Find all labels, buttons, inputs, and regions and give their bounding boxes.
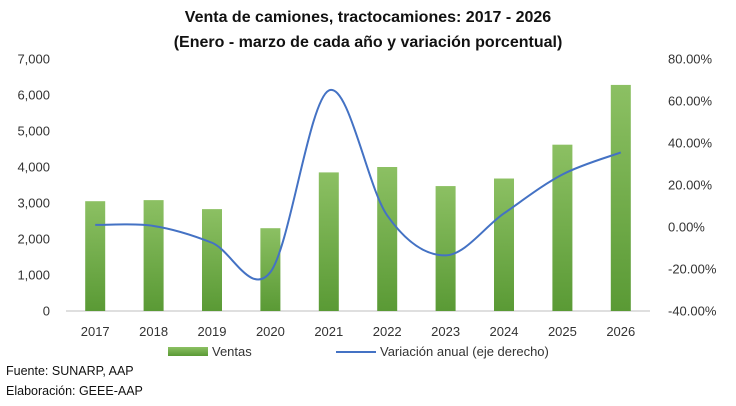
y-left-tick-label: 5,000	[17, 124, 50, 139]
x-tick-label: 2018	[139, 324, 168, 339]
bar-series	[85, 84, 631, 311]
y-right-tick-label: -20.00%	[668, 262, 717, 277]
x-tick-label: 2019	[198, 324, 227, 339]
legend-swatch-ventas	[168, 347, 208, 356]
x-tick-label: 2020	[256, 324, 285, 339]
x-tick-label: 2026	[606, 324, 635, 339]
bar-ventas-2022	[377, 167, 398, 311]
legend: Ventas Variación anual (eje derecho)	[168, 344, 549, 359]
axes: 0 1,000 2,000 3,000 4,000 5,000 6,000 7,000 -40.…	[17, 52, 716, 340]
chart-title: Venta de camiones, tractocamiones: 2017 …	[185, 9, 552, 26]
chart-subtitle: (Enero - marzo de cada año y variación p…	[174, 34, 563, 51]
y-left-tick-label: 7,000	[17, 52, 50, 67]
bar-ventas-2017	[85, 201, 106, 311]
legend-label-variacion: Variación anual (eje derecho)	[380, 344, 549, 359]
bar-ventas-2018	[143, 200, 164, 311]
y-left-tick-label: 6,000	[17, 88, 50, 103]
y-right-tick-label: 60.00%	[668, 94, 713, 109]
bar-ventas-2020	[260, 228, 281, 311]
y-right-tick-label: -40.00%	[668, 304, 717, 319]
bar-ventas-2025	[552, 144, 573, 311]
x-tick-label: 2022	[373, 324, 402, 339]
bar-ventas-2019	[202, 209, 222, 311]
x-tick-label: 2025	[548, 324, 577, 339]
elaboration-note: Elaboración: GEEE-AAP	[6, 384, 143, 398]
chart: Venta de camiones, tractocamiones: 2017 …	[17, 9, 716, 359]
y-left-tick-label: 1,000	[17, 268, 50, 283]
y-right-tick-label: 0.00%	[668, 220, 705, 235]
source-note: Fuente: SUNARP, AAP	[6, 364, 134, 378]
x-tick-label: 2021	[314, 324, 343, 339]
bar-ventas-2026	[610, 84, 631, 311]
legend-label-ventas: Ventas	[212, 344, 252, 359]
y-right-tick-label: 40.00%	[668, 136, 713, 151]
x-tick-label: 2023	[431, 324, 460, 339]
bar-ventas-2021	[318, 172, 339, 311]
bar-ventas-2023	[435, 186, 456, 311]
line-variacion-anual	[95, 89, 622, 281]
x-tick-label: 2024	[490, 324, 519, 339]
x-tick-label: 2017	[81, 324, 110, 339]
bar-ventas-2024	[494, 178, 514, 311]
y-left-tick-label: 3,000	[17, 196, 50, 211]
y-left-tick-label: 2,000	[17, 232, 50, 247]
y-left-tick-label: 4,000	[17, 160, 50, 175]
line-series	[95, 89, 622, 281]
y-left-tick-label: 0	[43, 304, 50, 319]
y-right-tick-label: 80.00%	[668, 52, 713, 67]
y-right-tick-label: 20.00%	[668, 178, 713, 193]
